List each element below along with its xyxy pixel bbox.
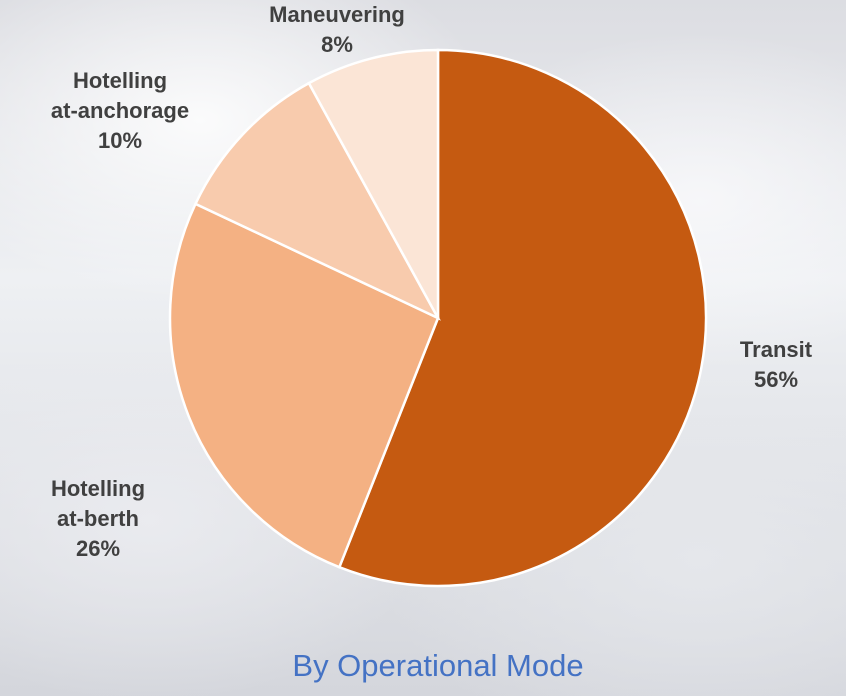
pie-slice [307,48,440,319]
label-line: Maneuvering [269,2,405,27]
category-label: Hotelling at-anchorage [51,68,189,123]
label-line: at-berth [57,506,139,531]
chart-title: By Operational Mode [292,648,583,683]
pie-slice [193,81,441,321]
pie-slice [168,202,440,569]
value-label: 8% [321,32,353,57]
label-line: Hotelling [51,476,145,501]
category-label: Maneuvering [269,2,405,27]
value-label: 26% [76,536,120,561]
label-line: at-anchorage [51,98,189,123]
value-label: 10% [98,128,142,153]
category-label: Transit [740,337,813,362]
label-line: Hotelling [73,68,167,93]
label-line: Transit [740,337,813,362]
category-label: Hotelling at-berth [51,476,145,531]
value-label: 56% [754,367,798,392]
pie-slice [337,48,708,588]
